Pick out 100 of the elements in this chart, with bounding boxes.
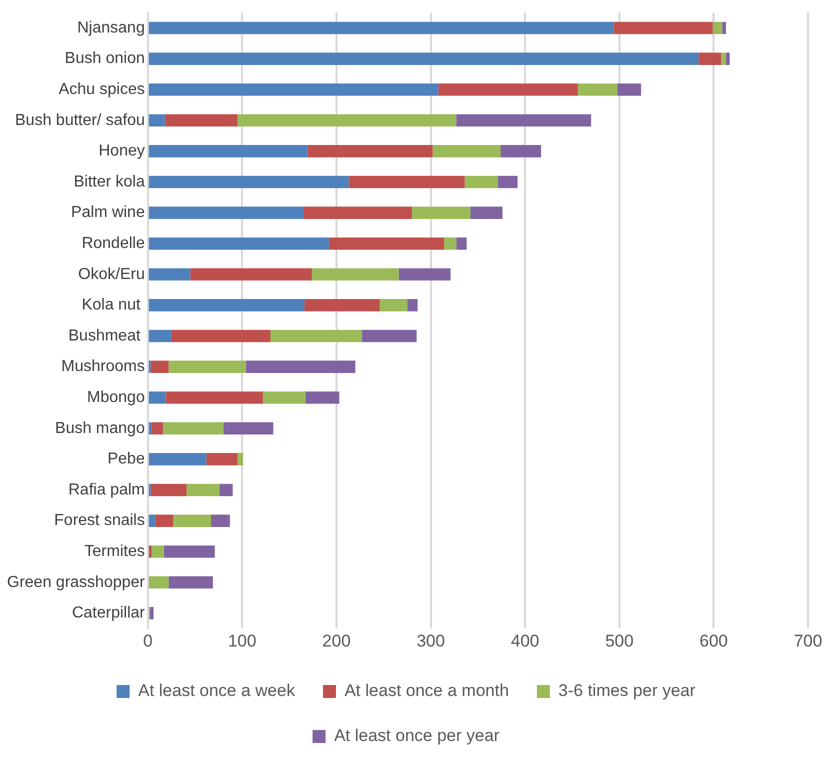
bar — [362, 330, 417, 342]
y-tick-label: Bush onion — [64, 50, 145, 68]
bar — [237, 114, 456, 127]
bar — [721, 52, 726, 65]
bar — [303, 206, 412, 219]
bar — [456, 114, 592, 127]
y-tick-label: Bush butter/ safou — [15, 112, 145, 129]
x-tick-label: 100 — [228, 631, 256, 650]
bar — [164, 545, 215, 558]
y-tick-label: Honey — [98, 142, 145, 160]
bar — [148, 83, 438, 96]
bar — [148, 299, 304, 312]
bar — [456, 237, 467, 250]
bar — [162, 422, 224, 435]
bar — [168, 360, 246, 373]
bar — [206, 453, 238, 466]
bar — [470, 206, 502, 219]
y-tick-label: Rondelle — [82, 235, 145, 252]
bar — [307, 145, 433, 158]
x-tick-label: 700 — [794, 631, 822, 650]
y-tick-label: Pebe — [107, 450, 145, 468]
bar — [150, 360, 169, 373]
bar — [618, 83, 642, 96]
x-tick-label: 400 — [510, 631, 540, 650]
bar — [438, 83, 578, 96]
bar — [148, 422, 152, 435]
bar — [407, 299, 418, 312]
bar — [722, 22, 726, 34]
bar — [171, 330, 270, 342]
bar — [173, 514, 212, 527]
y-tick-label: Rafia palm — [68, 481, 145, 498]
bar — [148, 330, 172, 342]
bar — [305, 391, 340, 404]
y-tick-label: Palm wine — [71, 204, 145, 222]
legend-label: At least once per year — [334, 726, 500, 746]
bar — [166, 391, 263, 404]
y-tick-label: Mbongo — [87, 389, 145, 406]
y-tick-label: Caterpillar — [72, 604, 146, 622]
bar — [148, 114, 165, 127]
bar — [148, 206, 304, 219]
bar — [432, 145, 501, 158]
x-tick-label: 0 — [143, 631, 153, 650]
bar — [148, 52, 699, 65]
legend-label: At least once a week — [138, 681, 296, 700]
bar — [500, 145, 542, 158]
bar — [148, 514, 156, 527]
bar — [380, 299, 408, 312]
x-tick-label: 500 — [605, 631, 634, 650]
bar — [148, 176, 349, 188]
bar — [152, 422, 163, 435]
bar — [578, 83, 618, 96]
y-tick-label: Forest snails — [54, 512, 145, 530]
bar — [148, 453, 206, 466]
bar — [186, 484, 220, 496]
bar — [412, 206, 470, 219]
y-tick-label: Achu spices — [58, 81, 145, 98]
bar — [398, 268, 451, 281]
bar — [328, 237, 444, 250]
bar — [150, 607, 154, 620]
bar — [464, 176, 498, 188]
bar — [698, 52, 722, 65]
y-tick-label: Bitter kola — [74, 173, 145, 190]
bar — [312, 268, 399, 281]
bar — [246, 360, 356, 373]
bar — [168, 576, 213, 589]
bar — [270, 330, 362, 342]
y-tick-label: Njansang — [77, 19, 145, 36]
x-tick-label: 600 — [700, 631, 728, 650]
bar — [237, 453, 244, 466]
bar — [148, 237, 329, 250]
bar — [148, 576, 169, 589]
bar — [262, 391, 306, 404]
y-tick-label: Kola nut — [82, 296, 145, 314]
bar — [712, 22, 722, 34]
bar — [164, 114, 238, 127]
bar — [155, 514, 174, 527]
bar — [223, 422, 274, 435]
legend-label: At least once a month — [344, 681, 509, 700]
bar — [148, 22, 614, 34]
bar — [614, 22, 713, 34]
x-tick-label: 300 — [416, 631, 445, 650]
bar — [148, 268, 190, 281]
bar — [348, 176, 465, 188]
bar — [498, 176, 518, 188]
y-tick-label: Termites — [84, 543, 145, 560]
y-tick-label: Mushrooms — [61, 358, 145, 376]
bar — [444, 237, 456, 250]
bar — [726, 52, 730, 65]
y-tick-label: Bushmeat — [68, 327, 145, 344]
y-tick-label: Okok/Eru — [78, 266, 145, 283]
legend-label: 3-6 times per year — [558, 681, 696, 700]
bar — [148, 545, 152, 558]
bar — [148, 145, 308, 158]
bar — [190, 268, 312, 281]
x-tick-label: 200 — [322, 631, 351, 650]
y-tick-label: Green grasshopper — [7, 574, 146, 591]
bar — [220, 484, 233, 496]
bar — [152, 545, 164, 558]
bar — [304, 299, 380, 312]
bar — [148, 391, 166, 404]
